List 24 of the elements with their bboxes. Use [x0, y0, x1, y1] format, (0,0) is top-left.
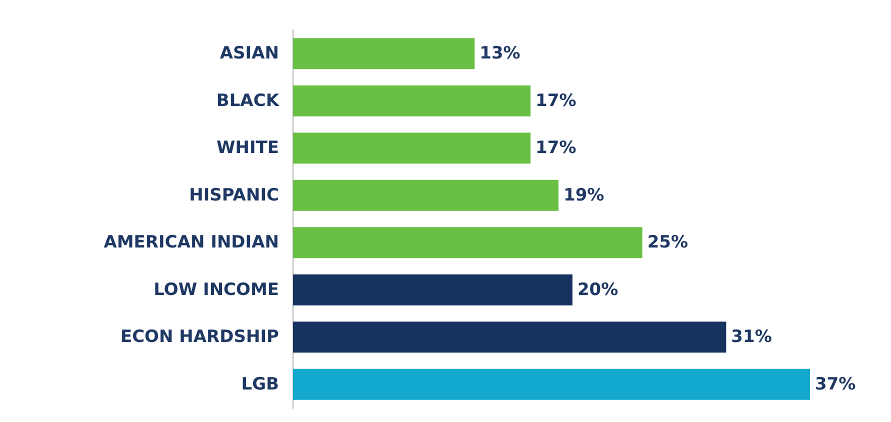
- data-label: 31%: [731, 327, 772, 348]
- y-tick-label: HISPANIC: [189, 185, 279, 206]
- y-tick-label: AMERICAN INDIAN: [104, 232, 279, 253]
- bar: [293, 180, 558, 211]
- bar: [293, 274, 572, 306]
- bar: [293, 132, 531, 164]
- bar: [293, 322, 726, 353]
- data-label: 13%: [480, 44, 520, 64]
- y-tick-label: BLACK: [216, 90, 280, 111]
- data-label: 37%: [815, 374, 856, 394]
- y-tick-label: ECON HARDSHIP: [120, 327, 279, 348]
- y-tick-label: LGB: [241, 374, 279, 394]
- data-label: 20%: [577, 280, 618, 300]
- y-tick-label: LOW INCOME: [154, 280, 279, 300]
- bar: [293, 227, 642, 258]
- data-label: 25%: [647, 232, 688, 253]
- data-label: 19%: [563, 185, 604, 206]
- y-tick-label: WHITE: [216, 138, 279, 158]
- y-tick-label: ASIAN: [220, 44, 279, 64]
- bar: [293, 85, 531, 116]
- bar: [293, 368, 810, 400]
- data-label: 17%: [536, 138, 576, 158]
- bar: [293, 38, 475, 70]
- data-label: 17%: [536, 90, 576, 111]
